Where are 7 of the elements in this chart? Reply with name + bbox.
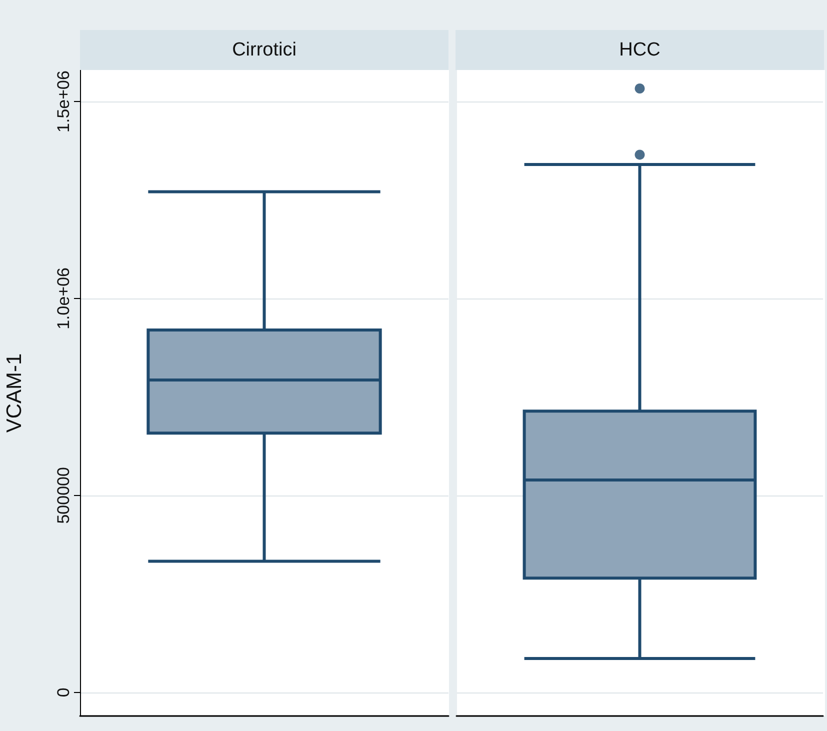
y-tick-label: 0 [54, 688, 73, 698]
x-tick-label: HCC [619, 40, 660, 60]
y-tick-label: 1.5e+06 [54, 70, 73, 132]
y-tick-label: 1.0e+06 [54, 267, 73, 330]
x-tick-label: Cirrotici [232, 40, 296, 60]
y-tick-label: 500000 [54, 467, 73, 524]
y-axis-title: VCAM-1 [3, 353, 26, 433]
